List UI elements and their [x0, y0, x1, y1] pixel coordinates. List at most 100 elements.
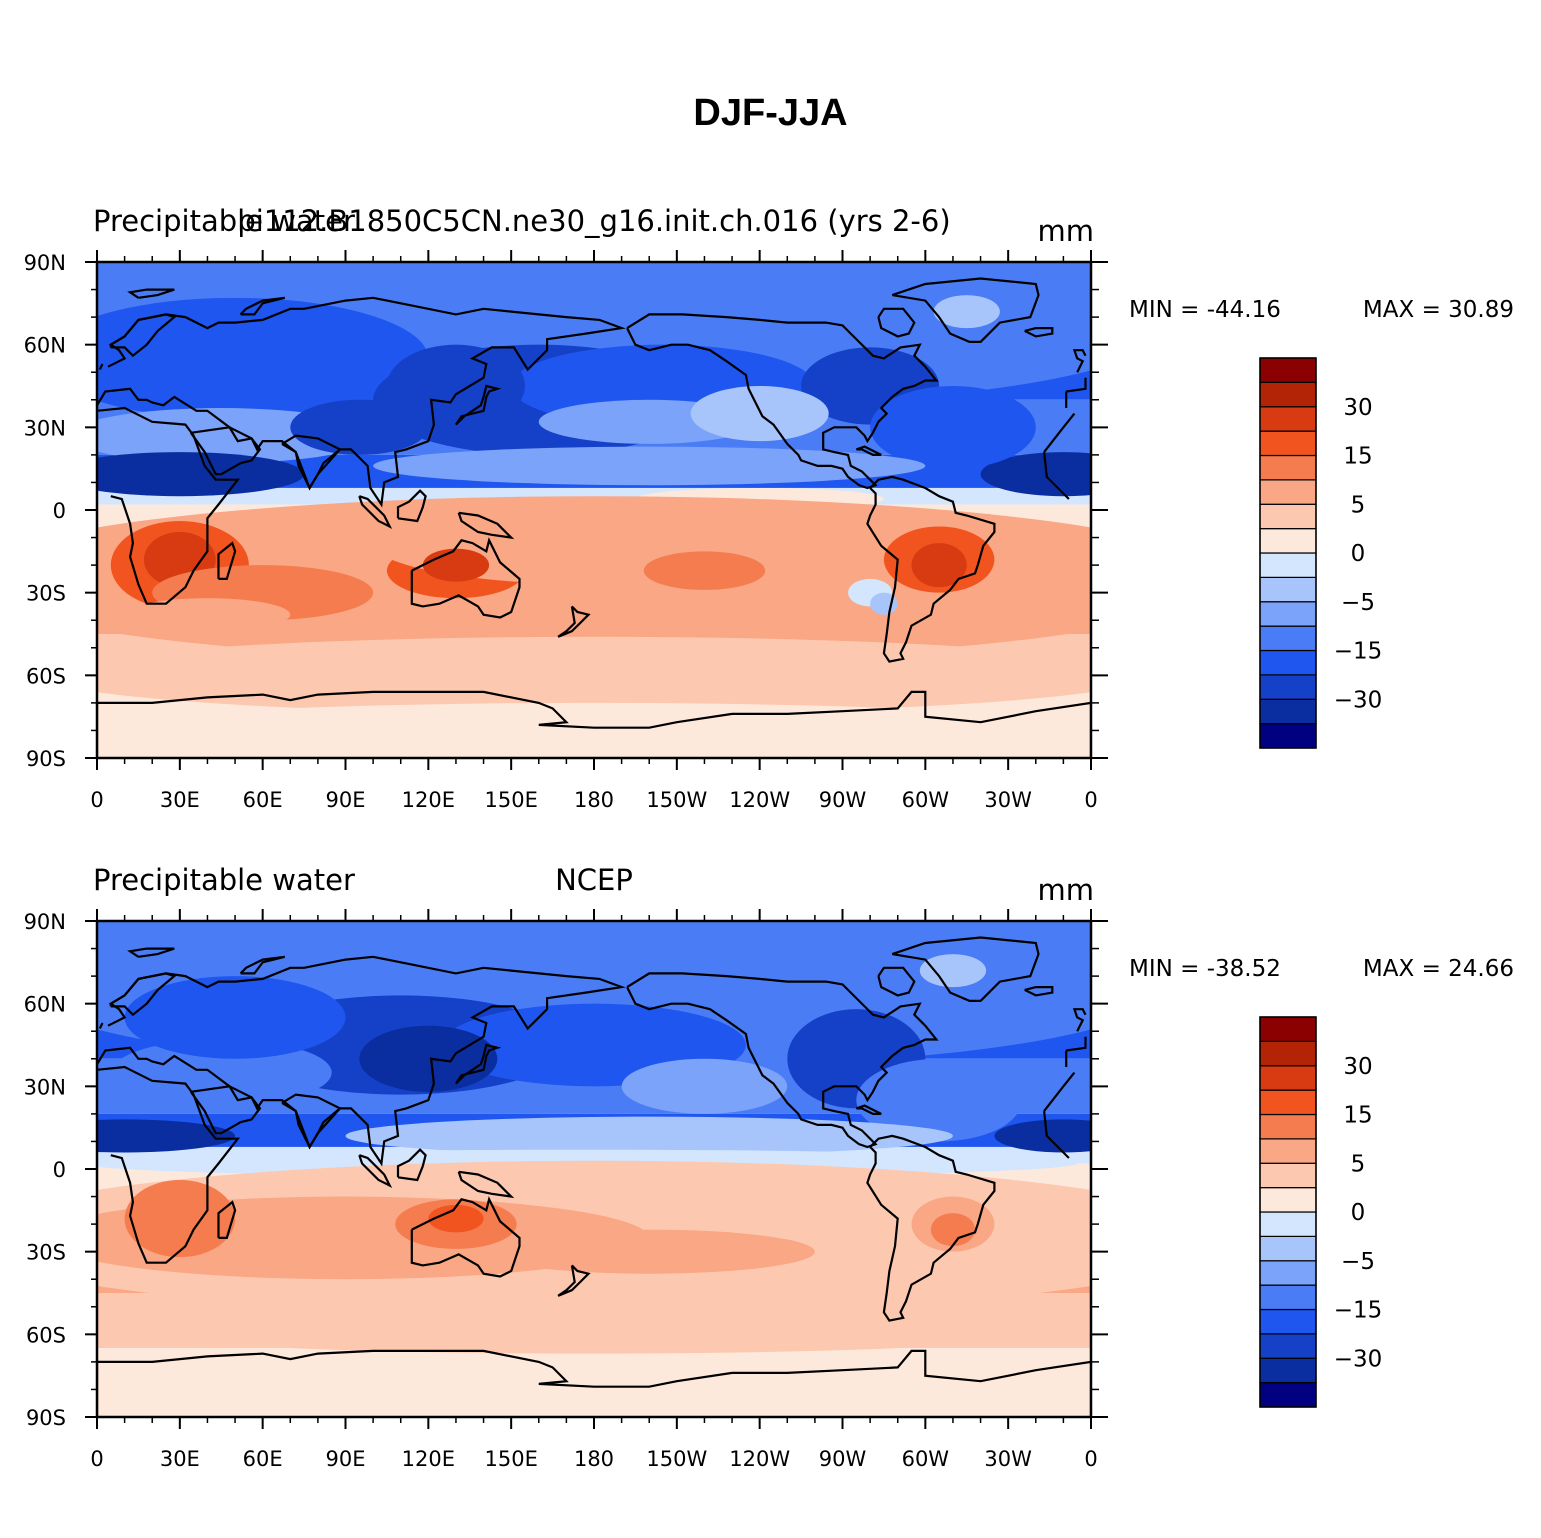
y-tick-label: 30S [26, 582, 66, 606]
x-tick-label: 120E [402, 788, 455, 812]
colorbar-swatch [1259, 1382, 1317, 1408]
coastline-samerica [866, 475, 996, 663]
coastline-sumatra [358, 495, 393, 529]
coastline-india [281, 434, 343, 491]
colorbar-swatch [1259, 1211, 1317, 1237]
x-tick-label: 60W [902, 788, 950, 812]
field-contour [345, 1116, 953, 1156]
field-layer [97, 262, 1091, 758]
coastline-cuba [855, 1104, 882, 1116]
colorbar-label: −30 [1334, 687, 1383, 713]
y-tick-label: 30S [26, 1241, 66, 1265]
coastline-africa [1043, 412, 1076, 453]
x-tick-label: 60W [902, 1447, 950, 1471]
field-contour [933, 295, 1000, 329]
coastline-baffin [877, 966, 916, 997]
field-contour [359, 1025, 498, 1092]
coastline-eurasia [97, 296, 626, 508]
coastline-newguinea [457, 1170, 515, 1199]
y-tick-label: 90N [24, 251, 66, 275]
colorbar-swatch [1259, 1308, 1317, 1335]
colorbar-swatch [1259, 625, 1317, 652]
colorbar-label: −30 [1334, 1346, 1383, 1372]
coastline-eurasia [1066, 377, 1087, 393]
colorbar-label: 5 [1351, 1151, 1366, 1177]
colorbar-swatch [1259, 479, 1317, 505]
colorbar-label: 5 [1351, 492, 1366, 518]
coastline-eurasia [97, 955, 626, 1167]
x-tick-label: 120W [729, 788, 790, 812]
colorbar-swatch [1259, 1187, 1317, 1213]
x-tick-label: 0 [1084, 1447, 1097, 1471]
x-tick-label: 90W [819, 788, 867, 812]
coastlines [97, 936, 1091, 1417]
field-layer [97, 921, 1091, 1417]
colorbar-swatch [1259, 698, 1317, 725]
panel-center-title: pi112.B1850C5CN.ne30_g16.init.ch.016 (yr… [237, 204, 950, 238]
x-tick-label: 90W [819, 1447, 867, 1471]
coastline-uk [1072, 349, 1087, 373]
coastline-africa [97, 406, 241, 605]
min-value: MIN = -44.16 [1129, 297, 1281, 323]
coastline-namerica [626, 313, 939, 490]
y-tick-label: 90N [24, 910, 66, 934]
x-tick-label: 90E [326, 788, 366, 812]
coastline-uk [98, 1022, 104, 1029]
coastline-nz [557, 1264, 591, 1297]
colorbar-swatch [1259, 1113, 1317, 1140]
field-contour [994, 1119, 1091, 1153]
colorbar-label: −15 [1334, 639, 1383, 665]
colorbar-swatch [1259, 1138, 1317, 1164]
panel-center-title: NCEP [555, 863, 633, 897]
min-value: MIN = -38.52 [1129, 956, 1281, 982]
colorbar-swatch [1259, 1040, 1317, 1067]
coastline-baffin [877, 307, 916, 338]
panel-units: mm [1038, 214, 1095, 248]
coastline-antarctica [97, 1349, 1091, 1417]
colorbar-swatch [1259, 528, 1317, 554]
colorbar-label: 30 [1343, 395, 1372, 421]
colorbar-swatch [1259, 649, 1317, 676]
field-contour [97, 702, 1091, 758]
coastline-uk [98, 363, 104, 370]
coastline-greenland [891, 936, 1040, 1003]
coastline-iceland [1024, 985, 1054, 997]
y-tick-label: 60S [26, 1323, 66, 1347]
colorbar-label: 0 [1351, 1200, 1366, 1226]
coastline-australia [410, 1196, 521, 1278]
colorbar-label: −5 [1341, 590, 1375, 616]
field-contour [870, 386, 1036, 469]
x-tick-label: 0 [90, 1447, 103, 1471]
x-tick-label: 0 [90, 788, 103, 812]
colorbar-swatch [1259, 357, 1317, 383]
field-contour [422, 548, 490, 582]
colorbar-swatch [1259, 406, 1317, 432]
coastline-africa [1043, 451, 1070, 500]
x-tick-label: 150W [646, 1447, 707, 1471]
x-tick-label: 0 [1084, 788, 1097, 812]
figure-title: DJF-JJA [693, 92, 848, 134]
colorbar-swatch [1259, 1333, 1317, 1359]
x-tick-label: 120W [729, 1447, 790, 1471]
colorbar-label: 15 [1343, 444, 1372, 470]
field-contour [621, 1058, 788, 1114]
colorbar-swatch [1259, 1284, 1317, 1311]
field-contour [930, 1213, 976, 1247]
coastline-india [281, 1093, 343, 1150]
colorbar-label: 0 [1351, 541, 1366, 567]
colorbar-swatch [1259, 1065, 1317, 1091]
field-contour [980, 452, 1091, 497]
field-contour [911, 543, 967, 588]
x-tick-label: 150E [484, 1447, 537, 1471]
panel-left-title: Precipitable water [93, 204, 355, 238]
coastline-japan [454, 384, 502, 426]
colorbar-swatch [1259, 601, 1317, 627]
field-contour [124, 976, 346, 1059]
field-contour [110, 1039, 332, 1106]
colorbar-swatch [1259, 1016, 1317, 1042]
colorbar-swatch [1259, 381, 1317, 408]
coastline-madagascar [217, 1200, 237, 1240]
y-tick-label: 60S [26, 664, 66, 688]
coastline-africa [97, 1065, 241, 1264]
coastline-arabia [190, 426, 262, 476]
